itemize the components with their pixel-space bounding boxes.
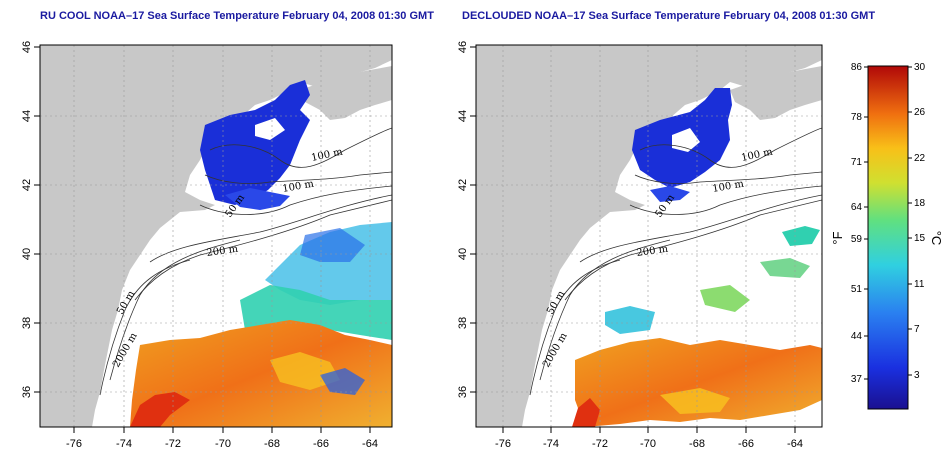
colorbar-fahrenheit-label: 78: [851, 112, 863, 123]
left-map-frame: [39, 44, 393, 428]
colorbar-celsius-label: 11: [914, 279, 925, 290]
right-hot-water-core: [572, 398, 600, 427]
colorbar-celsius-label: 30: [914, 62, 926, 73]
right-cold-water-scotian-shelf: [650, 186, 690, 202]
right-x-tick-label: -64: [787, 438, 803, 450]
right-x-tick-label: -76: [495, 438, 511, 450]
right-y-tick-label: 44: [457, 110, 469, 122]
left-x-tick-label: -70: [215, 438, 231, 450]
colorbar-fahrenheit-label: 86: [851, 62, 863, 73]
left-gulf-stream-warm-water: [130, 320, 392, 427]
colorbar-celsius-label: 7: [914, 324, 920, 335]
left-nova-scotia: [300, 66, 392, 120]
left-cold-water-scotian-shelf: [225, 188, 290, 210]
right-x-tick-label: -68: [689, 438, 705, 450]
left-axis-ticks: [34, 46, 371, 433]
left-x-tick-label: -76: [66, 438, 82, 450]
colorbar-fahrenheit-label: 44: [851, 331, 863, 342]
colorbar-celsius-label: 3: [914, 370, 920, 381]
colorbar-celsius-label: 18: [914, 198, 926, 209]
right-y-tick-label: 46: [457, 41, 469, 53]
colorbar-fahrenheit-label: 59: [851, 234, 863, 245]
left-bathymetry-contours: [99, 127, 392, 396]
right-gulf-stream-warm-water: [575, 338, 822, 427]
left-y-tick-label: 38: [21, 317, 33, 329]
right-cool-patch-northeast: [782, 226, 820, 246]
right-bathymetry-contours: [529, 127, 822, 396]
right-y-tick-label: 42: [457, 179, 469, 191]
right-x-tick-label: -70: [640, 438, 656, 450]
left-y-tick-label: 44: [21, 110, 33, 122]
left-coastline-land: [40, 45, 392, 427]
left-y-tick-label: 46: [21, 41, 33, 53]
right-nova-scotia: [730, 66, 822, 120]
left-x-tick-label: -64: [362, 438, 378, 450]
right-x-tick-label: -66: [738, 438, 754, 450]
right-cyan-patch: [605, 306, 655, 334]
left-hot-water-core: [130, 392, 190, 427]
right-map-panel: 100 m 100 m 50 m 200 m 50 m 2000 m -76 -…: [457, 41, 823, 450]
colorbar-celsius-label: 26: [914, 107, 926, 118]
left-map-panel: 100 m 100 m 50 m 200 m 50 m 2000 m -76 -…: [21, 41, 393, 450]
right-graticule: [476, 45, 822, 427]
right-axis-ticks: [470, 46, 796, 433]
left-x-tick-label: -72: [165, 438, 181, 450]
right-cool-patch-east: [760, 258, 810, 278]
left-cloud-patch: [255, 118, 285, 140]
right-map-title: DECLOUDED NOAA–17 Sea Surface Temperatur…: [462, 10, 876, 22]
left-y-tick-label: 42: [21, 179, 33, 191]
left-map-title: RU COOL NOAA–17 Sea Surface Temperature …: [40, 10, 434, 22]
colorbar-celsius-label: 22: [914, 153, 926, 164]
left-mixed-blue-eddies: [300, 228, 365, 262]
right-map-frame: [475, 44, 823, 428]
colorbar-fahrenheit-label: 71: [851, 157, 863, 168]
colorbar-celsius-label: 15: [914, 233, 926, 244]
left-contour-label-200m: 200 m: [206, 244, 239, 259]
colorbar-celsius-unit: °C: [929, 231, 944, 246]
left-cold-water-gulf-of-maine: [200, 80, 310, 205]
right-y-tick-label: 38: [457, 317, 469, 329]
right-x-tick-label: -72: [592, 438, 608, 450]
colorbar-fahrenheit-label: 64: [851, 202, 863, 213]
left-x-tick-label: -68: [264, 438, 280, 450]
colorbar-fahrenheit-label: 37: [851, 374, 863, 385]
left-y-tick-label: 40: [21, 248, 33, 260]
left-blue-streaks: [320, 368, 365, 395]
right-green-patch: [700, 285, 750, 312]
right-warm-yellow-patch: [660, 388, 730, 414]
left-y-tick-label: 36: [21, 386, 33, 398]
right-contour-label-200m: 200 m: [636, 244, 669, 259]
colorbar-fahrenheit-unit: °F: [830, 231, 845, 244]
right-y-tick-label: 36: [457, 386, 469, 398]
left-warm-eddies: [270, 352, 340, 390]
left-x-tick-label: -74: [116, 438, 132, 450]
right-x-tick-label: -74: [543, 438, 559, 450]
right-coastline-land: [476, 45, 822, 427]
right-y-tick-label: 40: [457, 248, 469, 260]
colorbar-fahrenheit-label: 51: [851, 284, 863, 295]
left-graticule: [40, 45, 392, 427]
colorbar: 86 78 71 64 59 51 44 37 30 26 22 18 15 1…: [830, 62, 944, 410]
colorbar-ticks: [864, 66, 912, 380]
left-x-tick-label: -66: [313, 438, 329, 450]
colorbar-gradient: [867, 65, 909, 410]
